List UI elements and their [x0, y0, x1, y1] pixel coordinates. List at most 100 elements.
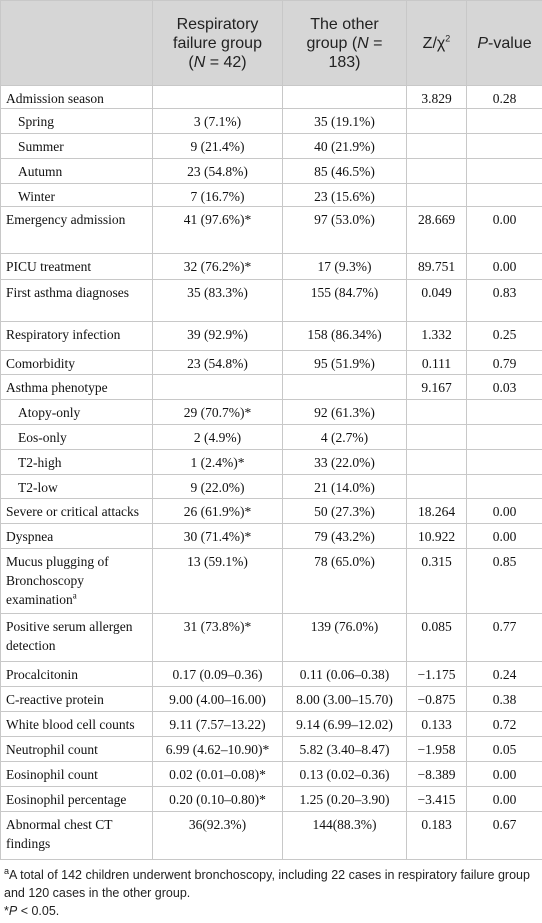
cell-text: 0.83	[492, 285, 517, 300]
header-cell: Z/χ2	[406, 0, 467, 86]
value-cell: 9.167	[406, 374, 467, 400]
value-cell: 0.20 (0.10–0.80)*	[152, 786, 283, 812]
cell-text: 41 (97.6%)*	[183, 212, 252, 227]
value-cell	[406, 158, 467, 184]
value-cell	[466, 108, 542, 134]
row-label-cell: Dyspnea	[0, 523, 153, 549]
cell-text: 0.133	[421, 717, 452, 732]
value-cell: 32 (76.2%)*	[152, 253, 283, 280]
cell-text: 0.85	[492, 554, 517, 569]
value-cell: 0.085	[406, 613, 467, 662]
cell-text: 79 (43.2%)	[314, 529, 375, 544]
row-label-cell: Comorbidity	[0, 350, 153, 375]
row-note: a	[72, 590, 77, 601]
footnotes: aA total of 142 children underwent bronc…	[0, 860, 542, 920]
cell-text: 23 (15.6%)	[314, 189, 375, 204]
row-label: Eos-only	[18, 430, 67, 445]
value-cell: 28.669	[406, 206, 467, 254]
value-cell: 0.24	[466, 661, 542, 687]
value-cell	[466, 399, 542, 425]
header-cell	[0, 0, 153, 86]
value-cell: −1.958	[406, 736, 467, 762]
value-cell: −8.389	[406, 761, 467, 787]
table-row: Autumn 23 (54.8%) 85 (46.5%)	[0, 158, 542, 184]
row-label-cell: Mucus plugging of Bronchoscopy examinati…	[0, 548, 153, 614]
row-label-cell: Severe or critical attacks	[0, 498, 153, 524]
cell-text: 95 (51.9%)	[314, 356, 375, 371]
cell-text: 10.922	[417, 529, 456, 544]
cell-text: 0.13 (0.02–0.36)	[299, 767, 390, 782]
row-label-cell: Positive serum allergen detection	[0, 613, 153, 662]
value-cell	[152, 85, 283, 109]
value-cell: 0.183	[406, 811, 467, 860]
table-row: Severe or critical attacks 26 (61.9%)* 50 …	[0, 498, 542, 524]
value-cell: 26 (61.9%)*	[152, 498, 283, 524]
footnote-text: P	[8, 904, 18, 918]
value-cell: 9 (21.4%)	[152, 133, 283, 159]
value-cell: 0.00	[466, 523, 542, 549]
value-cell: 0.049	[406, 279, 467, 322]
value-cell: 1.25 (0.20–3.90)	[282, 786, 407, 812]
cell-text: 0.67	[492, 817, 517, 832]
row-label-cell: Eosinophil count	[0, 761, 153, 787]
row-label: C-reactive protein	[6, 692, 104, 707]
row-label: T2-low	[18, 480, 58, 495]
value-cell	[406, 183, 467, 207]
table-row: Spring 3 (7.1%) 35 (19.1%)	[0, 108, 542, 134]
row-label-cell: T2-high	[0, 449, 153, 475]
value-cell: 9.14 (6.99–12.02)	[282, 711, 407, 737]
value-cell: 1.332	[406, 321, 467, 351]
value-cell: 30 (71.4%)*	[152, 523, 283, 549]
value-cell	[406, 399, 467, 425]
cell-text: 29 (70.7%)*	[183, 405, 252, 420]
row-label-cell: Summer	[0, 133, 153, 159]
value-cell	[406, 108, 467, 134]
table: Respiratory failure group (N = 42) The o…	[0, 0, 542, 860]
value-cell: 0.00	[466, 761, 542, 787]
cell-text: 0.72	[492, 717, 517, 732]
row-label: Spring	[18, 114, 55, 129]
value-cell	[282, 85, 407, 109]
value-cell: 139 (76.0%)	[282, 613, 407, 662]
value-cell: 35 (19.1%)	[282, 108, 407, 134]
cell-text: 23 (54.8%)	[187, 164, 248, 179]
table-row: Eos-only 2 (4.9%) 4 (2.7%)	[0, 424, 542, 450]
table-row: C-reactive protein 9.00 (4.00–16.00) 8.00 …	[0, 686, 542, 712]
row-label: Autumn	[18, 164, 63, 179]
row-label-cell: Procalcitonin	[0, 661, 153, 687]
value-cell: 8.00 (3.00–15.70)	[282, 686, 407, 712]
row-label: Respiratory infection	[6, 327, 121, 342]
value-cell: 29 (70.7%)*	[152, 399, 283, 425]
row-label: Positive serum allergen detection	[6, 619, 133, 653]
row-label: Emergency admission	[6, 212, 126, 227]
cell-text: 0.00	[492, 529, 517, 544]
value-cell: 9 (22.0%)	[152, 474, 283, 499]
value-cell	[406, 474, 467, 499]
cell-text: 0.17 (0.09–0.36)	[172, 667, 263, 682]
value-cell: 0.11 (0.06–0.38)	[282, 661, 407, 687]
value-cell: 9.11 (7.57–13.22)	[152, 711, 283, 737]
value-cell: 0.03	[466, 374, 542, 400]
cell-text: 9 (21.4%)	[190, 139, 245, 154]
cell-text: 0.38	[492, 692, 517, 707]
cell-text: 35 (19.1%)	[314, 114, 375, 129]
header-text: The other group (	[306, 15, 379, 52]
cell-text: 158 (86.34%)	[307, 327, 382, 342]
value-cell	[282, 374, 407, 400]
cell-text: 78 (65.0%)	[314, 554, 375, 569]
cell-text: 18.264	[417, 504, 456, 519]
value-cell: 0.79	[466, 350, 542, 375]
cell-text: 28.669	[417, 212, 456, 227]
cell-text: 0.049	[421, 285, 452, 300]
value-cell: 0.00	[466, 206, 542, 254]
footnote: aA total of 142 children underwent bronc…	[4, 866, 538, 902]
value-cell: 144(88.3%)	[282, 811, 407, 860]
cell-text: 21 (14.0%)	[314, 480, 375, 495]
cell-text: 0.315	[421, 554, 452, 569]
cell-text: 33 (22.0%)	[314, 455, 375, 470]
table-row: Winter 7 (16.7%) 23 (15.6%)	[0, 183, 542, 207]
cell-text: 155 (84.7%)	[310, 285, 379, 300]
cell-text: 36(92.3%)	[188, 817, 247, 832]
value-cell: 10.922	[406, 523, 467, 549]
value-cell: 0.13 (0.02–0.36)	[282, 761, 407, 787]
